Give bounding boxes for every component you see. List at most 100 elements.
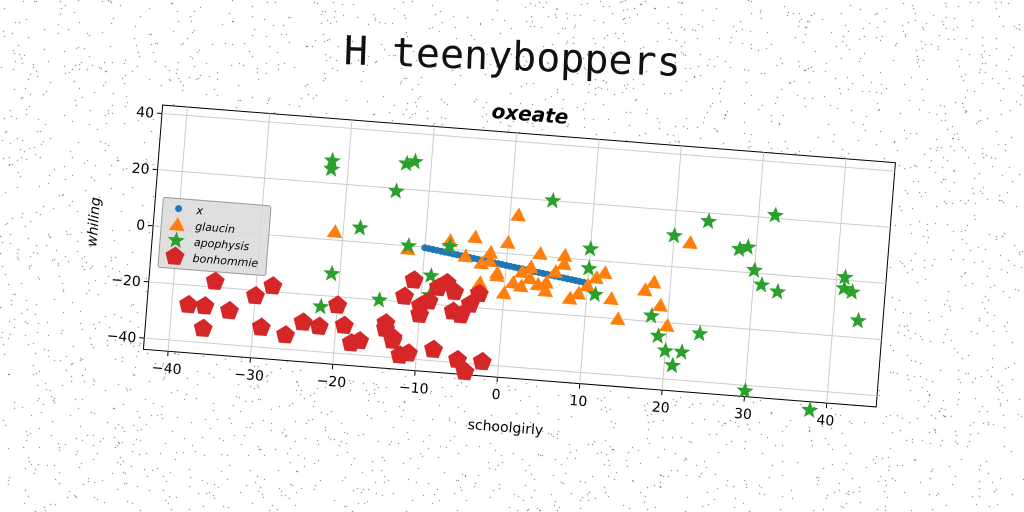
point-glaucin <box>588 270 604 285</box>
point-glaucin <box>326 224 343 239</box>
y-grid-line <box>153 225 886 284</box>
point-glaucin <box>682 235 698 250</box>
point-bonhommie <box>251 317 271 336</box>
point-bonhommie <box>404 270 424 289</box>
point-bonhommie <box>179 294 199 314</box>
point-apophysis <box>323 160 341 177</box>
point-bonhommie <box>350 330 370 350</box>
x-grid-line <box>743 152 765 397</box>
legend-label-apophysis: apophysis <box>193 236 250 253</box>
point-bonhommie <box>469 283 489 303</box>
x-tick-label: 0 <box>491 387 501 404</box>
x-tick-label: 30 <box>734 406 753 423</box>
legend-box <box>157 197 272 277</box>
point-apophysis <box>643 306 661 324</box>
point-bonhommie <box>424 339 444 359</box>
y-tick-label: 0 <box>136 217 146 234</box>
point-glaucin <box>547 264 563 279</box>
point-glaucin <box>481 253 498 268</box>
point-glaucin <box>467 229 483 244</box>
point-apophysis <box>351 218 369 236</box>
point-glaucin <box>495 285 512 300</box>
point-glaucin <box>504 274 521 289</box>
y-tick-label: 20 <box>131 161 150 178</box>
point-glaucin <box>603 291 619 306</box>
point-glaucin <box>514 264 530 279</box>
point-bonhommie <box>399 343 418 362</box>
point-bonhommie <box>276 325 296 344</box>
x-tick-label: −30 <box>234 367 265 385</box>
point-bonhommie <box>445 281 465 301</box>
point-bonhommie <box>455 361 475 381</box>
y-tick-label: −20 <box>111 272 142 290</box>
point-bonhommie <box>376 313 396 332</box>
point-bonhommie <box>410 296 430 315</box>
legend-marker-glaucin <box>169 217 185 232</box>
point-bonhommie <box>443 301 463 320</box>
plot-area <box>142 104 896 408</box>
point-apophysis <box>582 239 600 257</box>
y-grid-line <box>161 112 895 172</box>
point-bonhommie <box>472 351 492 371</box>
point-apophysis <box>849 311 867 329</box>
point-glaucin <box>609 311 626 326</box>
point-apophysis <box>586 285 604 303</box>
point-apophysis <box>398 154 416 172</box>
point-glaucin <box>561 290 578 305</box>
y-grid-line <box>157 169 891 228</box>
legend-marker-apophysis <box>167 231 185 249</box>
point-bonhommie <box>293 312 313 331</box>
y-axis-label: whiling <box>84 197 104 248</box>
point-bonhommie <box>195 296 215 315</box>
point-glaucin <box>532 245 548 261</box>
point-glaucin <box>522 259 539 274</box>
y-grid-line <box>144 337 878 397</box>
point-apophysis <box>370 291 389 308</box>
data-marks <box>179 151 867 418</box>
legend-marker-x <box>175 205 183 213</box>
point-apophysis <box>649 327 667 344</box>
point-glaucin <box>636 282 653 297</box>
point-glaucin <box>570 285 586 300</box>
point-glaucin <box>521 270 538 285</box>
point-apophysis <box>769 282 787 300</box>
point-glaucin <box>529 276 546 291</box>
legend-label-bonhommie: bonhommie <box>192 252 259 270</box>
point-apophysis <box>323 264 341 282</box>
legend-label-x: x <box>195 204 204 218</box>
point-apophysis <box>312 297 330 315</box>
x-axis-label: schoolgirly <box>467 417 544 439</box>
point-glaucin <box>556 247 573 262</box>
point-bonhommie <box>383 330 403 350</box>
chart-title: oxeate <box>491 99 569 129</box>
point-bonhommie <box>395 286 415 305</box>
point-apophysis <box>441 237 459 255</box>
point-apophysis <box>544 191 562 209</box>
x-grid-line <box>826 158 847 404</box>
x-tick-label: −20 <box>316 373 347 391</box>
point-apophysis <box>801 401 819 418</box>
point-glaucin <box>510 207 526 222</box>
point-bonhommie <box>263 276 283 295</box>
point-apophysis <box>422 266 440 284</box>
point-glaucin <box>488 267 505 283</box>
legend-label-glaucin: glaucin <box>195 220 236 236</box>
point-apophysis <box>700 212 718 230</box>
point-apophysis <box>673 343 691 360</box>
legend-marker-bonhommie <box>165 246 185 266</box>
point-apophysis <box>664 356 682 374</box>
point-apophysis <box>731 240 749 257</box>
point-bonhommie <box>193 318 213 338</box>
point-apophysis <box>406 152 424 170</box>
x-tick-label: −40 <box>151 360 182 378</box>
x-grid-line <box>496 132 518 378</box>
x-tick-label: 10 <box>569 393 588 410</box>
point-glaucin <box>556 256 572 271</box>
point-apophysis <box>766 206 784 224</box>
point-apophysis <box>835 279 853 297</box>
x-tick-label: −10 <box>398 379 429 397</box>
y-tick-label: 40 <box>136 104 155 121</box>
point-apophysis <box>665 226 683 244</box>
point-apophysis <box>400 236 418 254</box>
